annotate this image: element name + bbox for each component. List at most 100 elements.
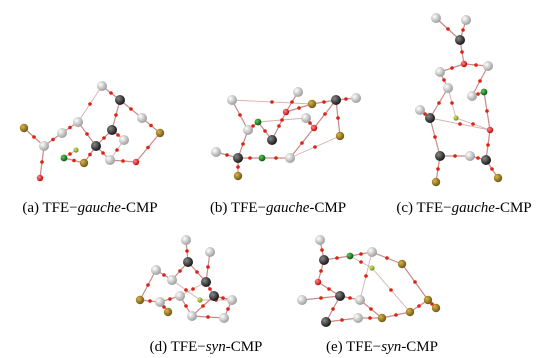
atom bbox=[483, 61, 493, 71]
caption: (c) TFE−gauche-CMP bbox=[396, 200, 531, 216]
critical-point bbox=[195, 270, 199, 274]
critical-point bbox=[115, 148, 119, 152]
atom bbox=[115, 95, 125, 105]
atom bbox=[97, 81, 107, 91]
critical-point bbox=[369, 307, 373, 311]
atom bbox=[293, 87, 303, 97]
critical-point bbox=[263, 129, 267, 133]
critical-point bbox=[417, 304, 421, 308]
critical-point bbox=[344, 97, 348, 101]
critical-point bbox=[319, 269, 323, 273]
critical-point bbox=[101, 151, 105, 155]
atom bbox=[367, 247, 377, 257]
molecular-graphs bbox=[20, 13, 502, 327]
atom bbox=[61, 155, 68, 162]
critical-point bbox=[208, 287, 212, 291]
atom bbox=[315, 235, 325, 245]
figure: (a) TFE−gauche-CMP (b) TFE−gauche-CMP (c… bbox=[0, 0, 539, 358]
atom bbox=[301, 113, 311, 123]
atom bbox=[136, 296, 144, 304]
atom bbox=[435, 67, 445, 77]
atom bbox=[181, 235, 191, 245]
critical-point bbox=[280, 118, 284, 122]
atom bbox=[467, 91, 477, 101]
atom bbox=[308, 100, 316, 108]
atom bbox=[201, 277, 211, 287]
critical-point bbox=[109, 91, 113, 95]
critical-point bbox=[320, 248, 324, 252]
critical-point bbox=[490, 167, 494, 171]
critical-point bbox=[436, 167, 440, 171]
critical-point bbox=[323, 112, 327, 116]
atom bbox=[347, 253, 354, 260]
critical-point bbox=[40, 160, 44, 164]
critical-point bbox=[184, 288, 188, 292]
atom bbox=[151, 265, 161, 275]
atom bbox=[37, 175, 43, 181]
critical-point bbox=[322, 100, 326, 104]
critical-point bbox=[458, 122, 462, 126]
critical-point bbox=[453, 154, 457, 158]
atom bbox=[73, 147, 78, 152]
critical-point bbox=[88, 102, 92, 106]
atom bbox=[461, 15, 471, 25]
critical-point bbox=[486, 143, 490, 147]
atom bbox=[319, 255, 329, 265]
critical-point bbox=[476, 156, 480, 160]
critical-point bbox=[478, 79, 482, 83]
critical-point bbox=[116, 133, 120, 137]
atom bbox=[398, 260, 406, 268]
critical-point bbox=[348, 296, 352, 300]
critical-point bbox=[364, 274, 368, 278]
atom bbox=[406, 308, 414, 316]
atom bbox=[167, 275, 177, 285]
atom bbox=[227, 295, 237, 305]
atom bbox=[435, 151, 445, 161]
atom bbox=[494, 174, 502, 182]
critical-point bbox=[185, 249, 189, 253]
atom bbox=[227, 95, 237, 105]
critical-point bbox=[359, 260, 363, 264]
atom bbox=[461, 61, 467, 67]
atom bbox=[155, 297, 165, 307]
atom bbox=[137, 113, 147, 123]
critical-point bbox=[327, 287, 331, 291]
atom bbox=[321, 317, 331, 327]
atom bbox=[353, 313, 363, 323]
critical-point bbox=[389, 288, 393, 292]
atom bbox=[57, 128, 67, 138]
critical-point bbox=[313, 145, 317, 149]
atom bbox=[285, 153, 295, 163]
atom bbox=[133, 159, 139, 165]
atom bbox=[233, 153, 243, 163]
atom bbox=[453, 115, 458, 120]
atom bbox=[205, 247, 215, 257]
atom bbox=[91, 141, 101, 151]
critical-point bbox=[300, 141, 304, 145]
critical-point bbox=[51, 138, 55, 142]
critical-point bbox=[331, 307, 335, 311]
atom bbox=[351, 93, 361, 103]
atom bbox=[219, 313, 229, 323]
atom bbox=[164, 308, 172, 316]
critical-point bbox=[184, 304, 188, 308]
critical-point bbox=[121, 159, 125, 163]
atom bbox=[209, 291, 219, 301]
critical-point bbox=[474, 63, 478, 67]
critical-point bbox=[85, 132, 89, 136]
atom bbox=[415, 105, 425, 115]
atom bbox=[119, 135, 129, 145]
critical-point bbox=[297, 106, 301, 110]
critical-point bbox=[149, 124, 153, 128]
atom bbox=[432, 304, 440, 312]
critical-point bbox=[385, 256, 389, 260]
atom bbox=[283, 109, 289, 115]
critical-point bbox=[368, 316, 372, 320]
atom bbox=[187, 311, 197, 321]
atom bbox=[331, 95, 341, 105]
critical-point bbox=[359, 252, 363, 256]
critical-point bbox=[319, 296, 323, 300]
atom bbox=[156, 129, 164, 137]
critical-point bbox=[335, 256, 339, 260]
atom bbox=[175, 291, 185, 301]
